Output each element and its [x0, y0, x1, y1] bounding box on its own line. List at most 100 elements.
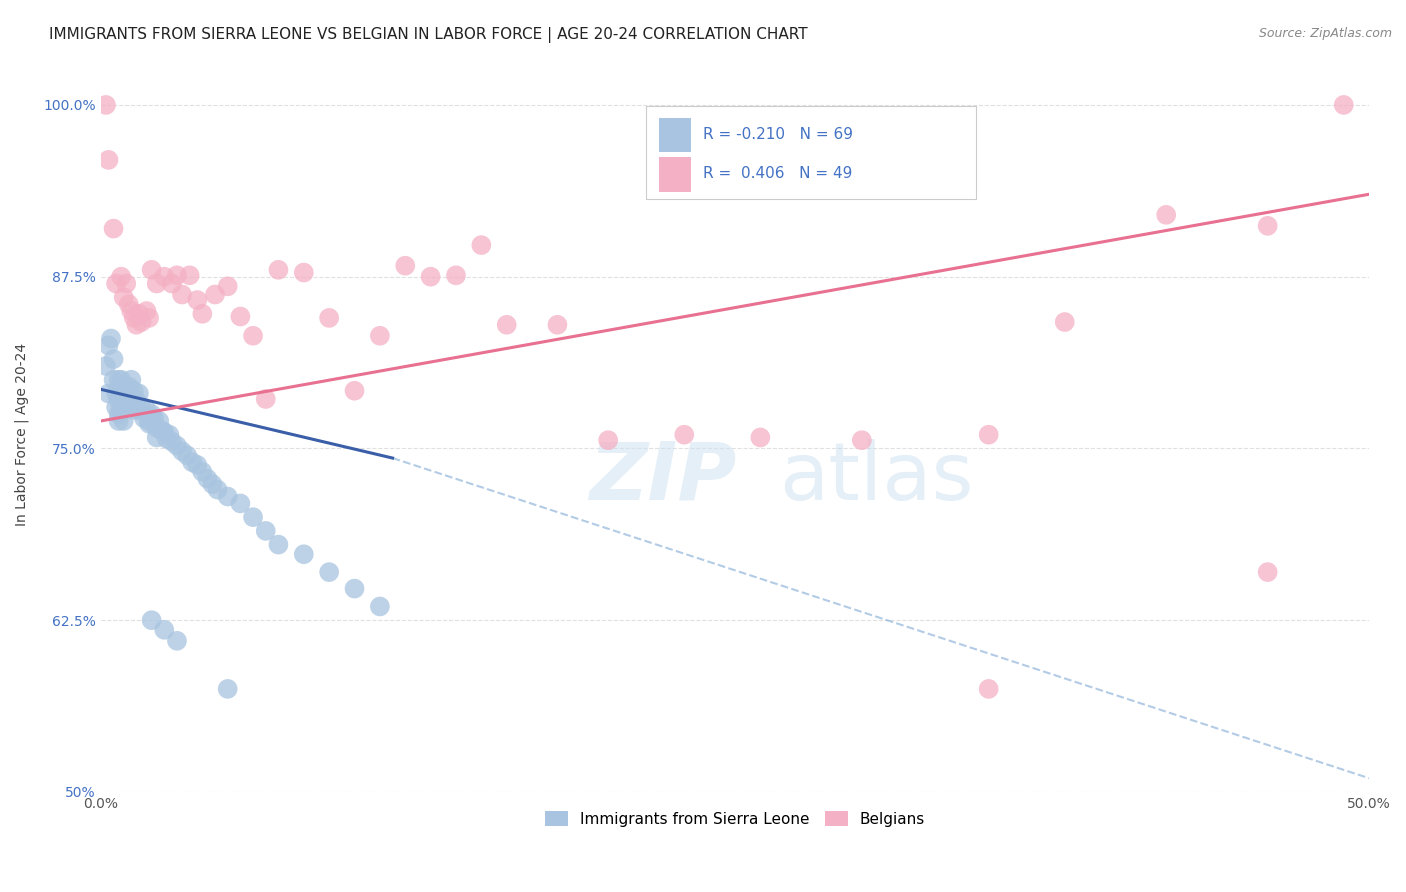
Y-axis label: In Labor Force | Age 20-24: In Labor Force | Age 20-24: [15, 343, 30, 526]
Point: [145, 277, 167, 291]
Bar: [659, 158, 690, 192]
Point: [148, 414, 170, 428]
Point: [1257, 565, 1279, 579]
Point: [201, 477, 224, 491]
Point: [156, 432, 179, 446]
Point: [546, 318, 568, 332]
Text: atlas: atlas: [779, 439, 974, 516]
Point: [120, 304, 142, 318]
Point: [110, 403, 132, 417]
Point: [97, 386, 120, 401]
Point: [851, 433, 873, 447]
Point: [1333, 98, 1355, 112]
Point: [110, 269, 132, 284]
Point: [977, 427, 1000, 442]
Point: [131, 401, 153, 415]
Point: [135, 403, 157, 417]
Point: [138, 414, 160, 428]
Point: [1154, 208, 1177, 222]
Point: [125, 393, 148, 408]
Point: [217, 681, 239, 696]
Point: [120, 389, 142, 403]
Point: [131, 315, 153, 329]
Point: [107, 373, 129, 387]
Point: [112, 290, 135, 304]
Point: [118, 379, 141, 393]
Point: [132, 411, 155, 425]
Point: [191, 465, 214, 479]
Point: [204, 287, 226, 301]
Point: [749, 430, 772, 444]
Point: [179, 268, 201, 283]
Point: [118, 396, 141, 410]
Point: [125, 318, 148, 332]
Point: [138, 417, 160, 431]
Point: [444, 268, 467, 283]
Point: [150, 424, 173, 438]
Point: [292, 266, 315, 280]
Point: [128, 307, 150, 321]
Point: [495, 318, 517, 332]
Text: R = -0.210   N = 69: R = -0.210 N = 69: [703, 127, 853, 142]
Point: [170, 444, 193, 458]
Point: [115, 384, 138, 398]
Point: [103, 221, 125, 235]
Legend: Immigrants from Sierra Leone, Belgians: Immigrants from Sierra Leone, Belgians: [537, 804, 932, 834]
Point: [242, 510, 264, 524]
Point: [368, 328, 391, 343]
Point: [112, 379, 135, 393]
Point: [170, 287, 193, 301]
Point: [229, 310, 252, 324]
Point: [107, 407, 129, 421]
Point: [94, 98, 117, 112]
Point: [207, 483, 229, 497]
Point: [176, 448, 198, 462]
Point: [419, 269, 441, 284]
Point: [267, 538, 290, 552]
Point: [157, 427, 180, 442]
Point: [103, 373, 125, 387]
Point: [128, 386, 150, 401]
Point: [128, 403, 150, 417]
Point: [368, 599, 391, 614]
Point: [105, 401, 128, 415]
Text: R =  0.406   N = 49: R = 0.406 N = 49: [703, 167, 852, 181]
Point: [138, 310, 160, 325]
Point: [110, 386, 132, 401]
Point: [598, 433, 620, 447]
Point: [186, 293, 208, 307]
Point: [1053, 315, 1076, 329]
Text: ZIP: ZIP: [589, 439, 737, 516]
Point: [186, 458, 208, 472]
Point: [394, 259, 416, 273]
Point: [673, 427, 696, 442]
Point: [120, 373, 142, 387]
Point: [112, 393, 135, 408]
Point: [318, 310, 340, 325]
Point: [145, 421, 167, 435]
Point: [160, 434, 183, 449]
Point: [107, 414, 129, 428]
Point: [254, 524, 277, 538]
Point: [318, 565, 340, 579]
Point: [191, 307, 214, 321]
Point: [97, 153, 120, 167]
Point: [1257, 219, 1279, 233]
Point: [122, 310, 145, 325]
Point: [94, 359, 117, 373]
Text: Source: ZipAtlas.com: Source: ZipAtlas.com: [1258, 27, 1392, 40]
Point: [166, 439, 188, 453]
Point: [141, 407, 163, 421]
Point: [122, 397, 145, 411]
Point: [122, 384, 145, 398]
Point: [166, 633, 188, 648]
Point: [100, 332, 122, 346]
Text: IMMIGRANTS FROM SIERRA LEONE VS BELGIAN IN LABOR FORCE | AGE 20-24 CORRELATION C: IMMIGRANTS FROM SIERRA LEONE VS BELGIAN …: [49, 27, 808, 43]
Point: [166, 268, 188, 283]
Point: [470, 238, 492, 252]
Point: [267, 262, 290, 277]
Point: [181, 455, 204, 469]
Point: [141, 613, 163, 627]
Point: [110, 393, 132, 408]
Point: [217, 279, 239, 293]
